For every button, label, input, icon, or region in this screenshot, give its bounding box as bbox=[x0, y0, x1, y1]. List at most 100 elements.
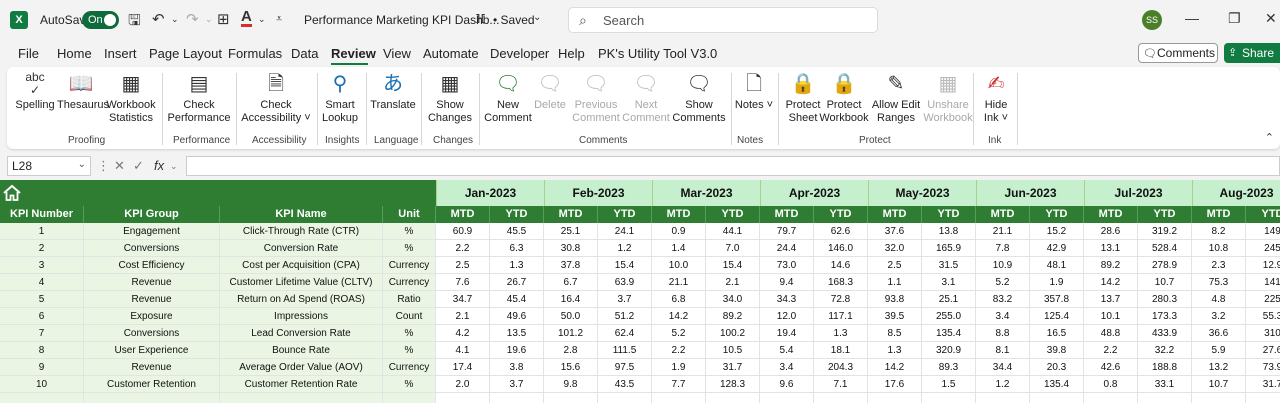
cell-mtd[interactable]: 5.2 bbox=[652, 325, 706, 342]
cell-num[interactable]: 5 bbox=[0, 291, 84, 308]
cell-mtd[interactable]: 37.8 bbox=[544, 257, 598, 274]
cell-ytd[interactable]: 1.9 bbox=[1030, 274, 1084, 291]
cell-ytd[interactable]: 62.4 bbox=[598, 325, 652, 342]
empty-cell[interactable] bbox=[868, 393, 922, 403]
autosave-toggle[interactable]: On bbox=[82, 11, 119, 29]
cell-ytd[interactable]: 128.3 bbox=[706, 376, 760, 393]
empty-cell[interactable] bbox=[1084, 393, 1138, 403]
cell-mtd[interactable]: 5.9 bbox=[1192, 342, 1246, 359]
empty-cell[interactable] bbox=[1246, 393, 1280, 403]
cell-ytd[interactable]: 245 bbox=[1246, 240, 1280, 257]
cell-mtd[interactable]: 1.2 bbox=[976, 376, 1030, 393]
minimize-icon[interactable]: — bbox=[1185, 10, 1199, 26]
cell-num[interactable]: 6 bbox=[0, 308, 84, 325]
thesaurus-button[interactable]: 📖 Thesaurus bbox=[57, 71, 109, 112]
cell-group[interactable]: Conversions bbox=[84, 325, 220, 342]
cell-ytd[interactable]: 7.1 bbox=[814, 376, 868, 393]
cell-ytd[interactable]: 3.1 bbox=[922, 274, 976, 291]
tab-file[interactable]: File bbox=[18, 46, 39, 61]
cell-ytd[interactable]: 528.4 bbox=[1138, 240, 1192, 257]
cell-mtd[interactable]: 14.2 bbox=[868, 359, 922, 376]
cell-mtd[interactable]: 5.4 bbox=[760, 342, 814, 359]
cell-mtd[interactable]: 17.4 bbox=[436, 359, 490, 376]
empty-cell[interactable] bbox=[652, 393, 706, 403]
cell-mtd[interactable]: 7.6 bbox=[436, 274, 490, 291]
cell-ytd[interactable]: 1.5 bbox=[922, 376, 976, 393]
collapse-ribbon-icon[interactable]: ⌃ bbox=[1264, 132, 1274, 144]
cell-mtd[interactable]: 34.3 bbox=[760, 291, 814, 308]
cell-name[interactable]: Average Order Value (AOV) bbox=[220, 359, 383, 376]
cell-ytd[interactable]: 31.7 bbox=[706, 359, 760, 376]
cell-name[interactable]: Customer Lifetime Value (CLTV) bbox=[220, 274, 383, 291]
cell-ytd[interactable]: 12.9 bbox=[1246, 257, 1280, 274]
cell-mtd[interactable]: 60.9 bbox=[436, 223, 490, 240]
cell-ytd[interactable]: 225 bbox=[1246, 291, 1280, 308]
cell-ytd[interactable]: 165.9 bbox=[922, 240, 976, 257]
cell-mtd[interactable]: 8.8 bbox=[976, 325, 1030, 342]
cell-ytd[interactable]: 26.7 bbox=[490, 274, 544, 291]
cell-mtd[interactable]: 2.0 bbox=[436, 376, 490, 393]
tab-automate[interactable]: Automate bbox=[423, 46, 479, 61]
cell-ytd[interactable]: 55.3 bbox=[1246, 308, 1280, 325]
cell-mtd[interactable]: 6.7 bbox=[544, 274, 598, 291]
cell-mtd[interactable]: 6.8 bbox=[652, 291, 706, 308]
cell-ytd[interactable]: 32.2 bbox=[1138, 342, 1192, 359]
cell-ytd[interactable]: 357.8 bbox=[1030, 291, 1084, 308]
cell-mtd[interactable]: 4.8 bbox=[1192, 291, 1246, 308]
empty-cell[interactable] bbox=[1030, 393, 1084, 403]
cell-mtd[interactable]: 10.1 bbox=[1084, 308, 1138, 325]
protect-sheet-button[interactable]: 🔒 Protect Sheet bbox=[780, 71, 826, 125]
redo-dropdown-icon[interactable]: ⌄ bbox=[205, 14, 213, 24]
cell-ytd[interactable]: 10.7 bbox=[1138, 274, 1192, 291]
ytd-header[interactable]: YTD bbox=[814, 206, 868, 223]
cell-group[interactable]: Revenue bbox=[84, 359, 220, 376]
cell-num[interactable]: 3 bbox=[0, 257, 84, 274]
cell-ytd[interactable]: 146.0 bbox=[814, 240, 868, 257]
cell-unit[interactable]: % bbox=[383, 376, 436, 393]
cell-ytd[interactable]: 15.4 bbox=[598, 257, 652, 274]
insert-function-icon[interactable]: fx bbox=[154, 158, 165, 173]
cell-mtd[interactable]: 17.6 bbox=[868, 376, 922, 393]
restore-icon[interactable]: ❐ bbox=[1228, 10, 1241, 26]
cell-mtd[interactable]: 2.5 bbox=[868, 257, 922, 274]
tab-insert[interactable]: Insert bbox=[104, 46, 137, 61]
cell-mtd[interactable]: 14.2 bbox=[652, 308, 706, 325]
cell-mtd[interactable]: 79.7 bbox=[760, 223, 814, 240]
cell-mtd[interactable]: 3.2 bbox=[1192, 308, 1246, 325]
cell-name[interactable]: Impressions bbox=[220, 308, 383, 325]
tab-home[interactable]: Home bbox=[57, 46, 92, 61]
delete-comment-button[interactable]: 🗨 Delete bbox=[533, 71, 567, 112]
font-color-icon[interactable]: A bbox=[241, 8, 252, 27]
cell-mtd[interactable]: 21.1 bbox=[976, 223, 1030, 240]
cell-ytd[interactable]: 149 bbox=[1246, 223, 1280, 240]
cell-name[interactable]: Lead Conversion Rate bbox=[220, 325, 383, 342]
cell-mtd[interactable]: 4.1 bbox=[436, 342, 490, 359]
comments-button[interactable]: 🗨 Comments bbox=[1138, 43, 1218, 63]
empty-cell[interactable] bbox=[490, 393, 544, 403]
cell-mtd[interactable]: 8.5 bbox=[868, 325, 922, 342]
cell-ytd[interactable]: 31.7 bbox=[1246, 376, 1280, 393]
cell-ytd[interactable]: 3.8 bbox=[490, 359, 544, 376]
cell-mtd[interactable]: 37.6 bbox=[868, 223, 922, 240]
ytd-header[interactable]: YTD bbox=[1138, 206, 1192, 223]
unshare-workbook-button[interactable]: ▦ Unshare Workbook bbox=[917, 71, 979, 125]
cell-mtd[interactable]: 0.8 bbox=[1084, 376, 1138, 393]
cell-mtd[interactable]: 39.5 bbox=[868, 308, 922, 325]
cell-ytd[interactable]: 141 bbox=[1246, 274, 1280, 291]
cell-ytd[interactable]: 45.5 bbox=[490, 223, 544, 240]
workbook-statistics-button[interactable]: ▦ Workbook Statistics bbox=[105, 71, 157, 125]
cell-mtd[interactable]: 50.0 bbox=[544, 308, 598, 325]
cell-ytd[interactable]: 319.2 bbox=[1138, 223, 1192, 240]
month-header[interactable]: Jun-2023 bbox=[976, 180, 1084, 206]
cell-ytd[interactable]: 1.3 bbox=[490, 257, 544, 274]
cell-ytd[interactable]: 320.9 bbox=[922, 342, 976, 359]
ytd-header[interactable]: YTD bbox=[598, 206, 652, 223]
empty-cell[interactable] bbox=[598, 393, 652, 403]
cell-ytd[interactable]: 204.3 bbox=[814, 359, 868, 376]
cell-mtd[interactable]: 1.3 bbox=[868, 342, 922, 359]
mtd-header[interactable]: MTD bbox=[868, 206, 922, 223]
cell-ytd[interactable]: 34.0 bbox=[706, 291, 760, 308]
ytd-header[interactable]: YTD bbox=[490, 206, 544, 223]
cell-mtd[interactable]: 28.6 bbox=[1084, 223, 1138, 240]
cell-unit[interactable]: Count bbox=[383, 308, 436, 325]
